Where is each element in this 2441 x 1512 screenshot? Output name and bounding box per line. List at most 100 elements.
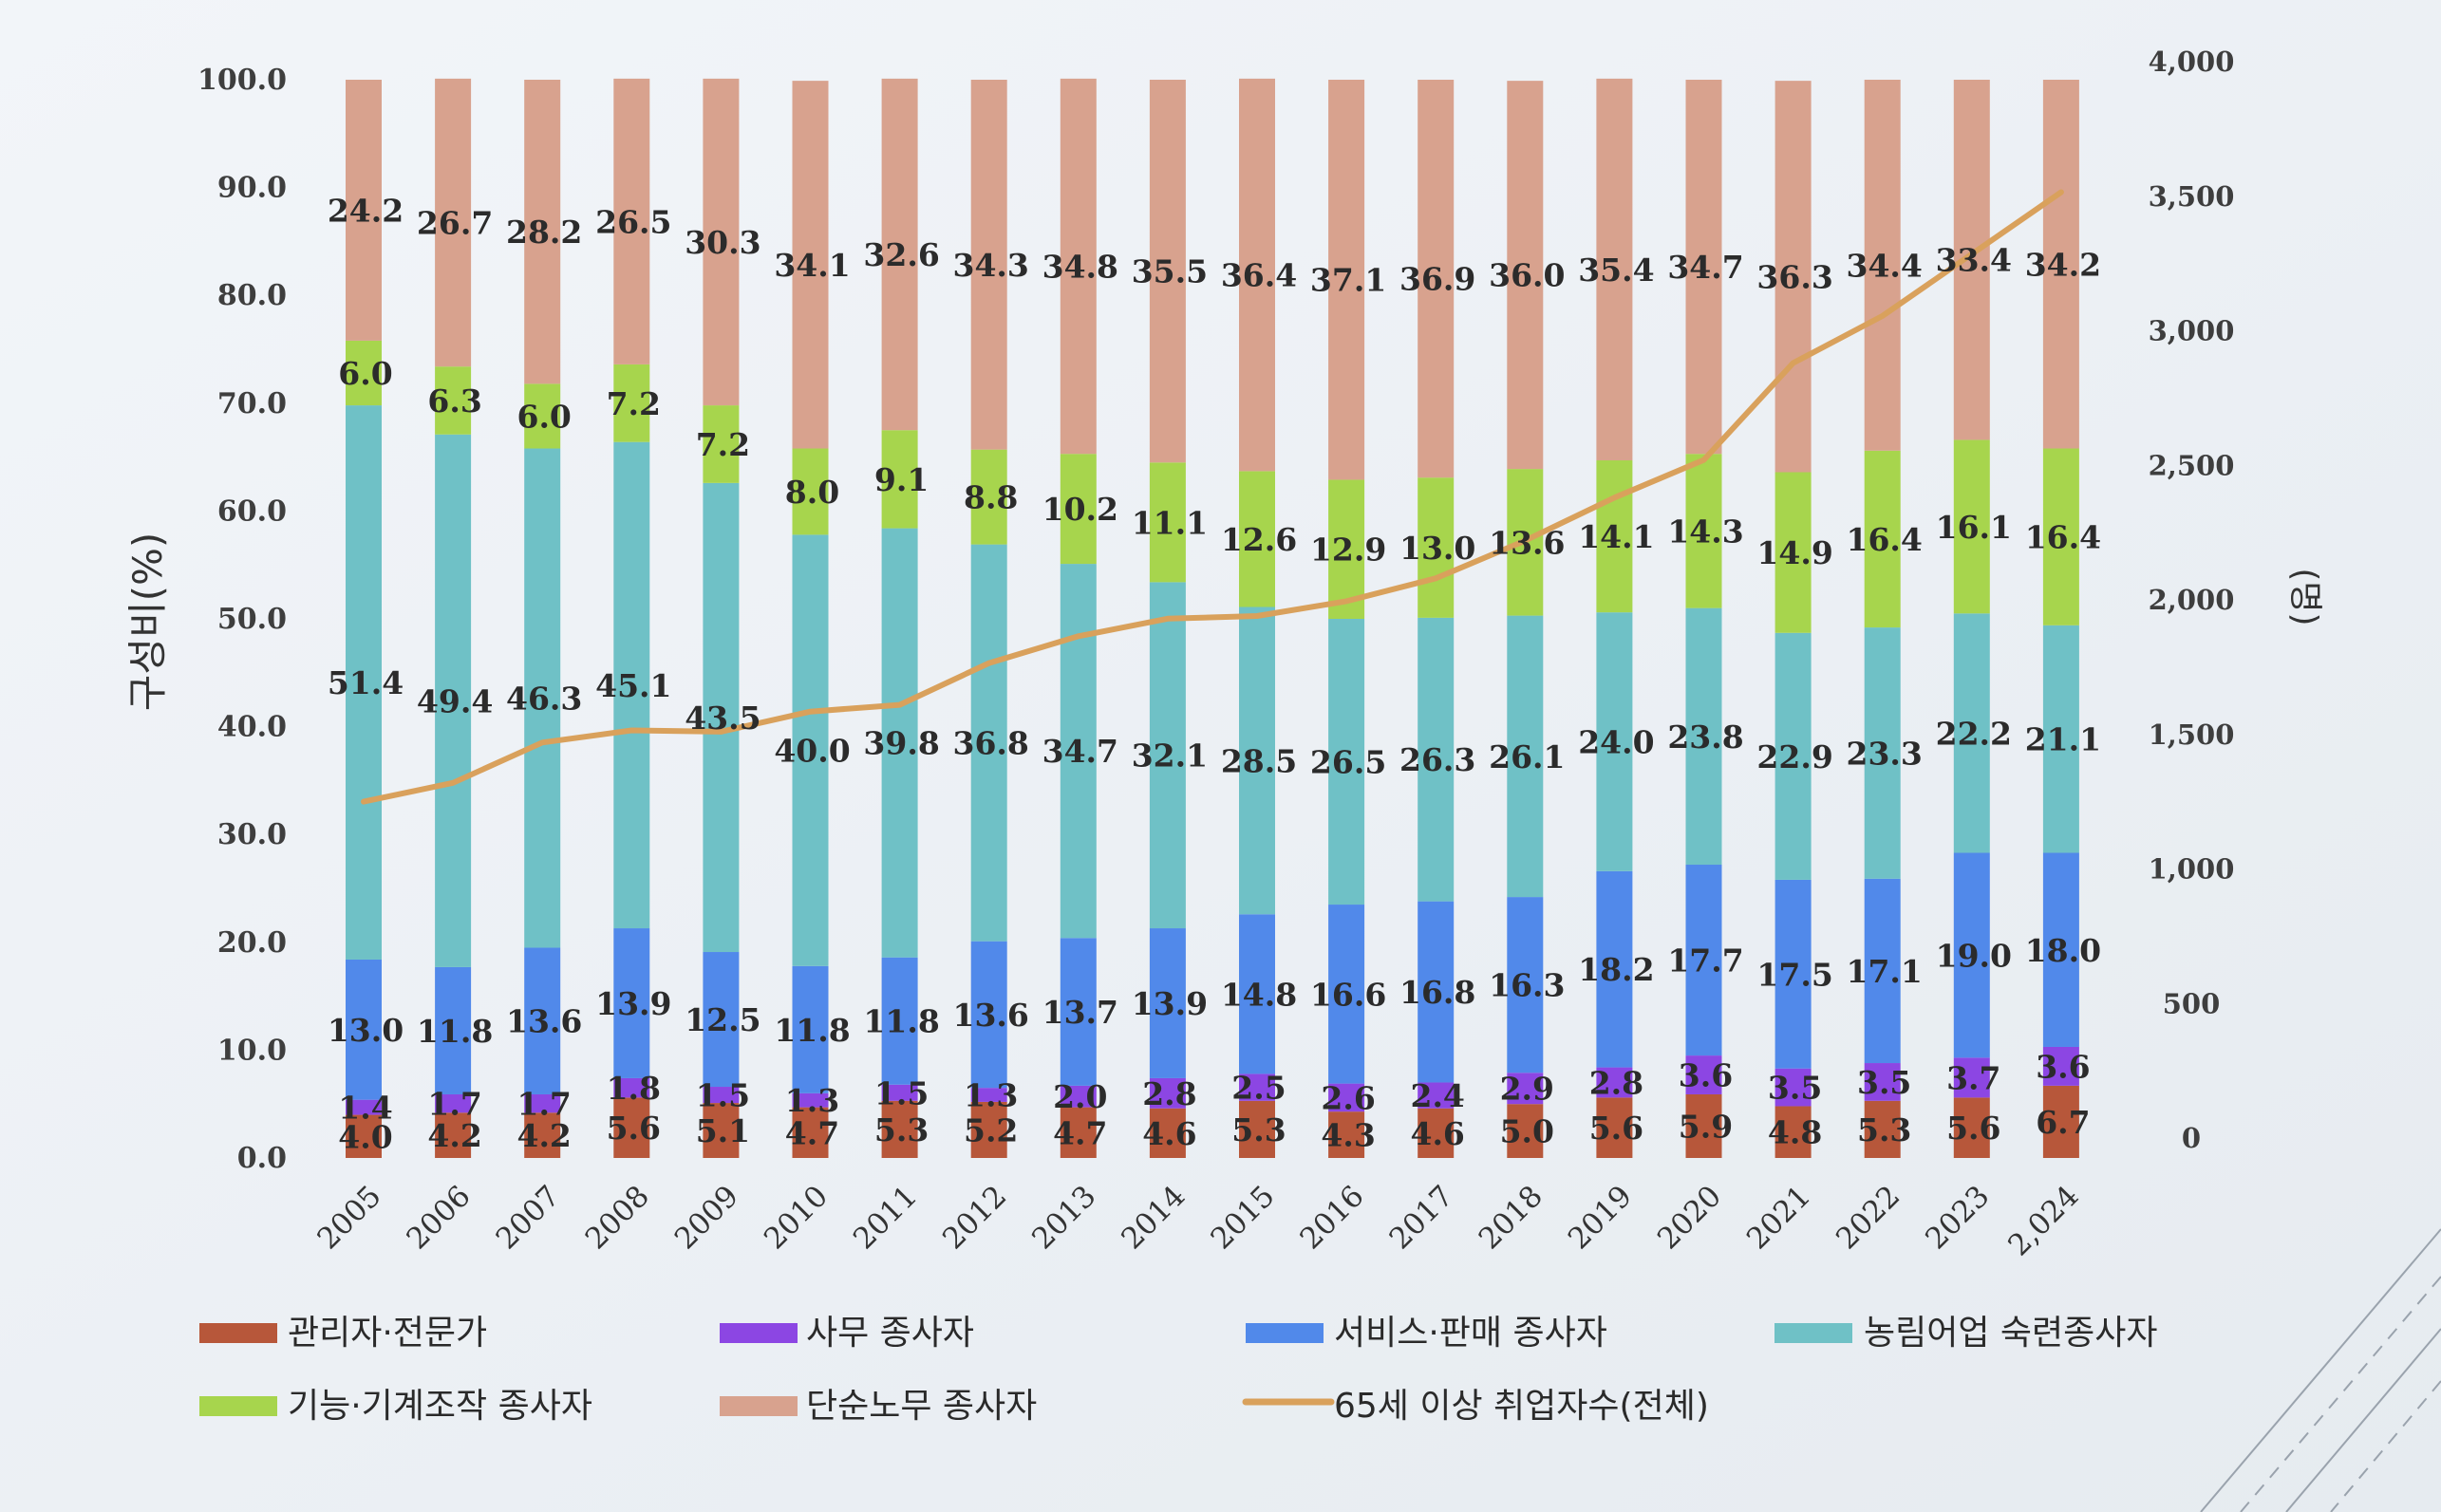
data-label-agriculture-fishery-2007: 46.3 xyxy=(506,680,582,717)
data-label-clerical-2012: 1.3 xyxy=(964,1077,1018,1114)
data-label-elementary-labor-2013: 34.8 xyxy=(1042,249,1118,286)
data-label-agriculture-fishery-2008: 45.1 xyxy=(595,667,671,704)
data-label-service-sales-2018: 16.3 xyxy=(1489,967,1565,1004)
data-label-agriculture-fishery-2009: 43.5 xyxy=(685,700,760,737)
bar-managers-professionals-2020 xyxy=(1685,1093,1722,1158)
bar-craft-machine-operators-2006 xyxy=(435,366,472,435)
data-label-clerical-2024: 3.6 xyxy=(2036,1048,2090,1085)
data-label-craft-machine-operators-2006: 6.3 xyxy=(427,383,481,420)
data-label-clerical-2010: 1.3 xyxy=(785,1082,839,1119)
legend-swatch xyxy=(720,1396,798,1416)
bar-clerical-2008 xyxy=(613,1077,650,1098)
bar-elementary-labor-2009 xyxy=(703,78,740,406)
bar-elementary-labor-2015 xyxy=(1239,78,1275,472)
bar-craft-machine-operators-2011 xyxy=(881,430,918,529)
y-axis-title: 구성비(%) xyxy=(124,532,171,712)
bar-service-sales-2012 xyxy=(970,941,1007,1089)
data-label-clerical-2005: 1.4 xyxy=(338,1090,392,1127)
y-axis-right: 0 500 1,000 1,500 2,000 2,500 3,000 3,500 4,000 xyxy=(2149,46,2235,1154)
data-label-service-sales-2011: 11.8 xyxy=(863,1003,939,1040)
bar-managers-professionals-2013 xyxy=(1060,1107,1097,1158)
bar-clerical-2020 xyxy=(1685,1055,1722,1094)
data-label-elementary-labor-2015: 36.4 xyxy=(1221,257,1297,294)
data-label-elementary-labor-2020: 34.7 xyxy=(1667,249,1743,286)
bar-managers-professionals-2012 xyxy=(970,1101,1007,1158)
bar-service-sales-2006 xyxy=(435,966,472,1094)
data-label-elementary-labor-2023: 33.4 xyxy=(1936,242,2012,279)
data-label-clerical-2016: 2.6 xyxy=(1321,1079,1375,1116)
legend-label: 65세 이상 취업자수(전체) xyxy=(1334,1387,1709,1426)
bar-managers-professionals-2007 xyxy=(524,1112,561,1158)
bar-clerical-2023 xyxy=(1953,1057,1990,1098)
data-label-clerical-2020: 3.6 xyxy=(1679,1057,1733,1094)
bar-service-sales-2020 xyxy=(1685,865,1722,1056)
data-label-craft-machine-operators-2013: 10.2 xyxy=(1042,491,1118,528)
data-label-managers-professionals-2006: 4.2 xyxy=(427,1117,481,1154)
data-label-clerical-2009: 1.5 xyxy=(696,1077,750,1114)
data-label-agriculture-fishery-2010: 40.0 xyxy=(774,733,850,770)
y-tick-label: 20.0 xyxy=(217,926,287,960)
bar-agriculture-fishery-2006 xyxy=(435,434,472,967)
data-label-service-sales-2009: 12.5 xyxy=(685,1001,760,1038)
bar-clerical-2007 xyxy=(524,1093,561,1113)
bar-craft-machine-operators-2022 xyxy=(1864,450,1901,628)
data-label-elementary-labor-2012: 34.3 xyxy=(953,247,1029,284)
data-label-agriculture-fishery-2006: 49.4 xyxy=(417,682,493,719)
legend-swatch xyxy=(199,1323,277,1343)
data-label-managers-professionals-2020: 5.9 xyxy=(1679,1108,1733,1145)
data-label-agriculture-fishery-2018: 26.1 xyxy=(1489,738,1565,775)
data-label-elementary-labor-2006: 26.7 xyxy=(417,205,493,242)
bar-service-sales-2009 xyxy=(703,952,740,1088)
bar-service-sales-2022 xyxy=(1864,878,1901,1064)
data-label-agriculture-fishery-2005: 51.4 xyxy=(328,664,404,701)
data-label-clerical-2021: 3.5 xyxy=(1768,1070,1822,1107)
bar-clerical-2009 xyxy=(703,1087,740,1104)
data-label-craft-machine-operators-2024: 16.4 xyxy=(2025,519,2101,556)
data-label-elementary-labor-2009: 30.3 xyxy=(685,224,760,261)
legend-item-employed-65plus: 65세 이상 취업자수(전체) xyxy=(1242,1387,1709,1426)
bar-clerical-2012 xyxy=(970,1088,1007,1102)
data-label-managers-professionals-2010: 4.7 xyxy=(785,1114,839,1151)
data-label-craft-machine-operators-2008: 7.2 xyxy=(607,385,661,422)
legend-label: 사무 종사자 xyxy=(806,1314,974,1353)
bar-agriculture-fishery-2014 xyxy=(1149,582,1186,929)
bar-clerical-2018 xyxy=(1507,1073,1544,1105)
bar-agriculture-fishery-2008 xyxy=(613,441,650,929)
legend-item-craft-machine-operators: 기능·기계조작 종사자 xyxy=(199,1387,592,1426)
bar-managers-professionals-2009 xyxy=(703,1103,740,1158)
data-label-clerical-2011: 1.5 xyxy=(874,1074,929,1111)
bar-craft-machine-operators-2013 xyxy=(1060,454,1097,565)
data-label-craft-machine-operators-2014: 11.1 xyxy=(1132,504,1208,541)
bar-managers-professionals-2022 xyxy=(1864,1100,1901,1158)
data-label-elementary-labor-2019: 35.4 xyxy=(1578,252,1654,289)
bar-service-sales-2017 xyxy=(1418,901,1455,1083)
bar-agriculture-fishery-2005 xyxy=(346,405,382,960)
bar-elementary-labor-2012 xyxy=(970,80,1007,450)
data-label-clerical-2018: 2.9 xyxy=(1500,1071,1554,1108)
data-label-clerical-2022: 3.5 xyxy=(1857,1064,1911,1101)
bar-clerical-2014 xyxy=(1149,1077,1186,1109)
data-label-agriculture-fishery-2023: 22.2 xyxy=(1936,715,2012,752)
data-label-agriculture-fishery-2015: 28.5 xyxy=(1221,742,1297,779)
bar-craft-machine-operators-2012 xyxy=(970,449,1007,545)
bar-managers-professionals-2024 xyxy=(2042,1085,2079,1158)
data-label-service-sales-2016: 16.6 xyxy=(1310,976,1386,1013)
bar-elementary-labor-2005 xyxy=(346,80,382,341)
legend-label: 관리자·전문가 xyxy=(288,1314,487,1353)
data-label-clerical-2014: 2.8 xyxy=(1142,1075,1196,1112)
bar-clerical-2010 xyxy=(792,1092,829,1108)
data-label-elementary-labor-2024: 34.2 xyxy=(2025,246,2101,283)
data-label-service-sales-2006: 11.8 xyxy=(417,1013,493,1050)
data-label-elementary-labor-2018: 36.0 xyxy=(1489,257,1565,294)
data-label-managers-professionals-2011: 5.3 xyxy=(874,1111,929,1148)
y2-tick-label: 4,000 xyxy=(2149,46,2235,78)
bar-agriculture-fishery-2018 xyxy=(1507,615,1544,898)
bar-clerical-2021 xyxy=(1774,1068,1812,1107)
bar-craft-machine-operators-2024 xyxy=(2042,448,2079,625)
bar-agriculture-fishery-2021 xyxy=(1774,632,1812,880)
data-label-agriculture-fishery-2021: 22.9 xyxy=(1756,738,1832,775)
data-label-service-sales-2010: 11.8 xyxy=(774,1012,850,1049)
y-tick-label: 70.0 xyxy=(217,387,287,420)
legend-label: 기능·기계조작 종사자 xyxy=(288,1387,592,1426)
legend-item-clerical: 사무 종사자 xyxy=(720,1314,974,1353)
